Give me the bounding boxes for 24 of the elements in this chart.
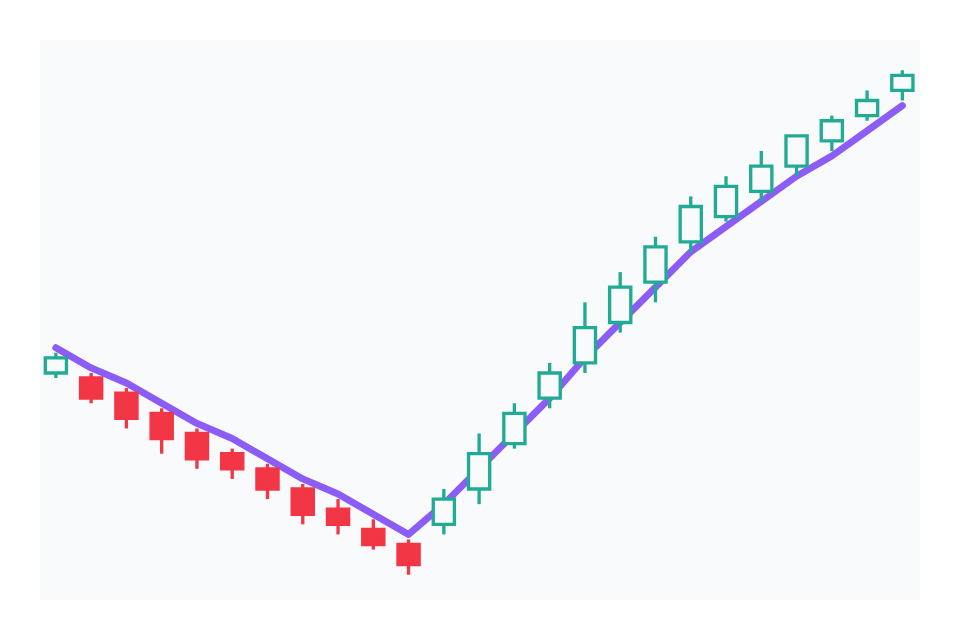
candlestick — [219, 446, 245, 481]
candlestick — [784, 134, 809, 178]
candlestick — [396, 537, 421, 577]
candlestick — [643, 235, 668, 305]
candlestick — [572, 300, 598, 375]
candlestick — [678, 194, 703, 254]
candlestick — [537, 361, 562, 410]
candlestick — [890, 68, 915, 103]
candlestick — [466, 431, 492, 506]
candlestick — [431, 487, 457, 537]
candlestick — [78, 371, 104, 405]
candlestick — [255, 462, 280, 501]
candlestick — [290, 482, 316, 526]
candlestick — [325, 497, 351, 537]
candlestick — [854, 88, 880, 123]
candlestick — [184, 426, 210, 471]
candlestick — [749, 149, 774, 204]
candlestick — [502, 401, 527, 451]
candlestick — [114, 386, 139, 431]
candlestick — [713, 174, 739, 224]
candlestick — [819, 114, 845, 153]
candlestick — [149, 406, 174, 456]
candlestick — [361, 517, 386, 552]
candlestick — [607, 270, 633, 335]
